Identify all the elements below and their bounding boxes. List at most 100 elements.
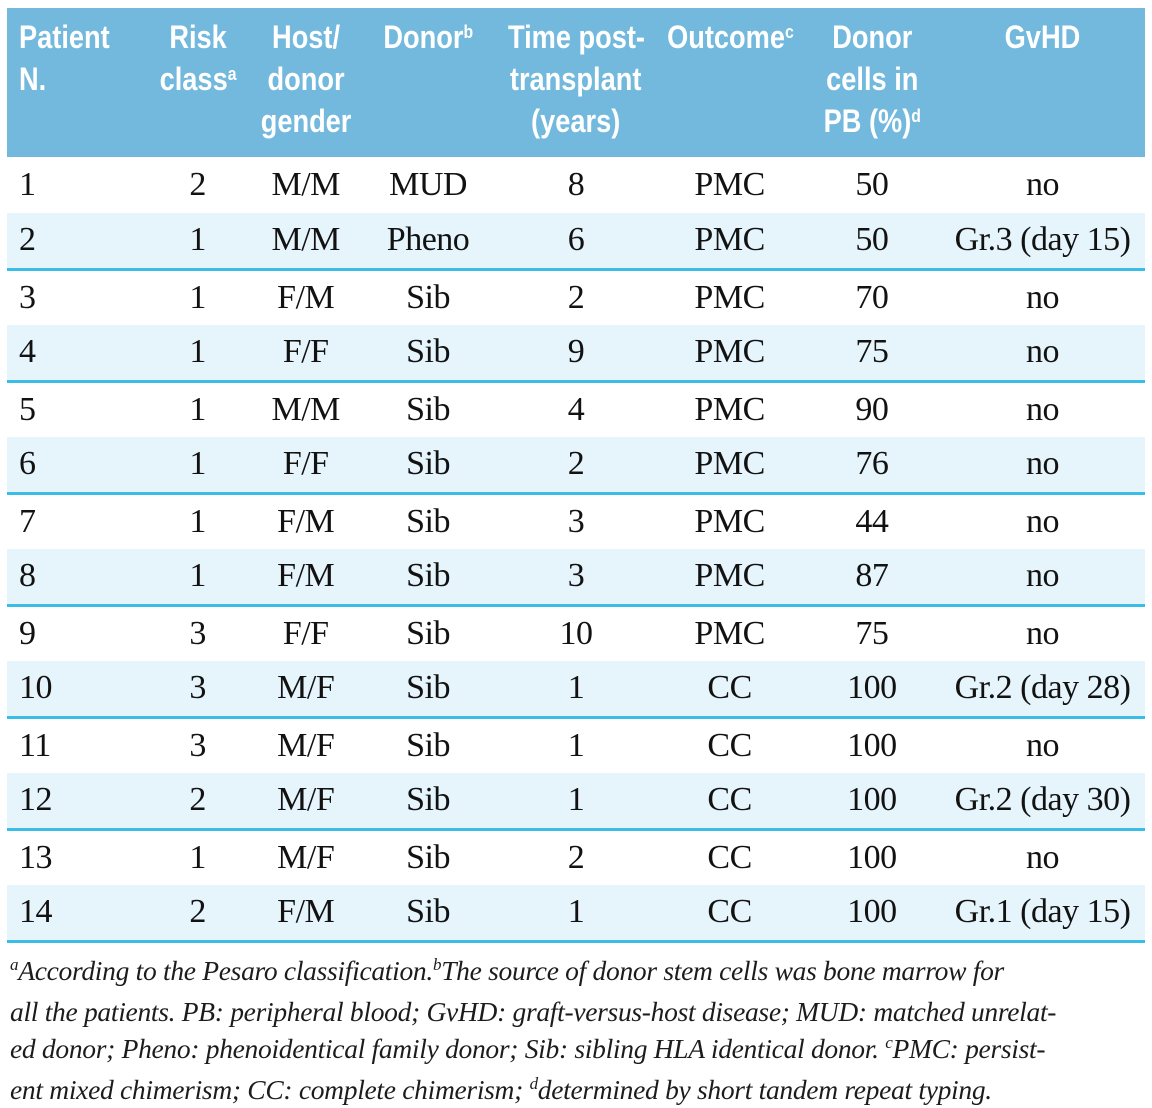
column-header-donor-cells-pb: Donor cells in PB (%)d (803, 8, 941, 157)
header-line: gender (260, 103, 352, 139)
cell-patient-n: 12 (7, 773, 144, 831)
cell-gvhd: no (940, 157, 1145, 213)
cell-patient-n: 2 (7, 213, 144, 271)
cell-gvhd: no (940, 605, 1145, 661)
cell-gvhd: no (940, 437, 1145, 495)
column-header-outcome: Outcomec (655, 8, 804, 157)
cell-donor: Sib (359, 717, 497, 773)
header-line: donor (267, 61, 345, 97)
superscript-marker: d (910, 104, 921, 126)
cell-host-donor-gender: M/F (251, 829, 360, 885)
header-line: classa (159, 61, 237, 97)
cell-donor-cells-pb: 100 (803, 829, 941, 885)
cell-time-post-transplant: 2 (496, 829, 656, 885)
cell-risk-class: 3 (143, 717, 252, 773)
cell-outcome: PMC (655, 493, 804, 549)
cell-time-post-transplant: 1 (496, 717, 656, 773)
column-header-time-post-transplant: Time post-transplant (years) (496, 8, 656, 157)
cell-patient-n: 14 (7, 885, 144, 943)
cell-gvhd: no (940, 493, 1145, 549)
cell-time-post-transplant: 3 (496, 549, 656, 607)
cell-outcome: PMC (655, 213, 804, 271)
cell-donor-cells-pb: 50 (803, 157, 941, 213)
cell-gvhd: no (940, 381, 1145, 437)
cell-donor-cells-pb: 76 (803, 437, 941, 495)
cell-host-donor-gender: F/M (251, 269, 360, 325)
cell-gvhd: no (940, 325, 1145, 383)
footnote-line: ed donor; Pheno: phenoidentical family d… (10, 1032, 1046, 1064)
cell-time-post-transplant: 4 (496, 381, 656, 437)
cell-host-donor-gender: F/F (251, 325, 360, 383)
cell-donor: Sib (359, 549, 497, 607)
cell-time-post-transplant: 1 (496, 773, 656, 831)
patient-transplant-table: Patient N. Risk classa Host/donor gender Donor… (7, 8, 1145, 943)
cell-patient-n: 7 (7, 493, 144, 549)
cell-gvhd: no (940, 717, 1145, 773)
footnote-line: ent mixed chimerism; CC: complete chimer… (10, 1073, 992, 1105)
column-header-host-donor-gender: Host/donor gender (251, 8, 360, 157)
header-line: N. (19, 61, 47, 97)
superscript-marker: b (463, 20, 473, 42)
table-row: 7 1 F/M Sib 3 PMC 44 no (7, 493, 1145, 549)
cell-outcome: PMC (655, 549, 804, 607)
cell-time-post-transplant: 6 (496, 213, 656, 271)
table-row: 5 1 M/M Sib 4 PMC 90 no (7, 381, 1145, 437)
cell-patient-n: 1 (7, 157, 144, 213)
cell-host-donor-gender: F/M (251, 885, 360, 943)
cell-gvhd: Gr.1 (day 15) (940, 885, 1145, 943)
cell-donor-cells-pb: 75 (803, 325, 941, 383)
header-line: Time post- (508, 19, 646, 55)
header-line: cells in (825, 61, 918, 97)
superscript-marker: c (885, 1033, 893, 1053)
superscript-marker: a (227, 62, 237, 84)
cell-gvhd: no (940, 829, 1145, 885)
footnote-line: all the patients. PB: peripheral blood; … (10, 995, 1057, 1027)
table-row: 6 1 F/F Sib 2 PMC 76 no (7, 437, 1145, 495)
cell-host-donor-gender: F/F (251, 605, 360, 661)
cell-outcome: CC (655, 885, 804, 943)
table-row: 3 1 F/M Sib 2 PMC 70 no (7, 269, 1145, 325)
cell-host-donor-gender: M/F (251, 773, 360, 831)
cell-outcome: PMC (655, 269, 804, 325)
cell-time-post-transplant: 2 (496, 437, 656, 495)
cell-time-post-transplant: 2 (496, 269, 656, 325)
cell-patient-n: 8 (7, 549, 144, 607)
header-line: Donorb (383, 19, 473, 55)
cell-donor: Pheno (359, 213, 497, 271)
table-row: 14 2 F/M Sib 1 CC 100 Gr.1 (day 15) (7, 885, 1145, 943)
cell-risk-class: 1 (143, 493, 252, 549)
header-line: (years) (531, 103, 621, 139)
footnotes: aAccording to the Pesaro classification.… (7, 952, 1145, 1108)
cell-donor-cells-pb: 44 (803, 493, 941, 549)
cell-donor-cells-pb: 50 (803, 213, 941, 271)
header-line: Host/ (271, 19, 340, 55)
cell-host-donor-gender: M/M (251, 381, 360, 437)
cell-patient-n: 3 (7, 269, 144, 325)
cell-outcome: PMC (655, 437, 804, 495)
cell-risk-class: 1 (143, 829, 252, 885)
cell-donor-cells-pb: 90 (803, 381, 941, 437)
cell-host-donor-gender: M/M (251, 213, 360, 271)
cell-risk-class: 2 (143, 885, 252, 943)
cell-donor: Sib (359, 325, 497, 383)
cell-risk-class: 2 (143, 773, 252, 831)
superscript-marker: b (432, 955, 442, 975)
cell-risk-class: 3 (143, 605, 252, 661)
table-row: 2 1 M/M Pheno 6 PMC 50 Gr.3 (day 15) (7, 213, 1145, 271)
cell-donor-cells-pb: 87 (803, 549, 941, 607)
cell-outcome: CC (655, 717, 804, 773)
superscript-marker: d (529, 1074, 539, 1094)
cell-gvhd: Gr.2 (day 28) (940, 661, 1145, 719)
header-line: Patient (19, 19, 110, 55)
cell-risk-class: 1 (143, 549, 252, 607)
header-row: Patient N. Risk classa Host/donor gender Donor… (7, 8, 1145, 157)
superscript-marker: c (784, 20, 794, 42)
header-line: Risk (168, 19, 227, 55)
cell-donor: Sib (359, 885, 497, 943)
column-header-donor: Donorb (359, 8, 497, 157)
cell-donor: Sib (359, 661, 497, 719)
cell-patient-n: 6 (7, 437, 144, 495)
cell-donor: Sib (359, 493, 497, 549)
cell-donor: Sib (359, 773, 497, 831)
